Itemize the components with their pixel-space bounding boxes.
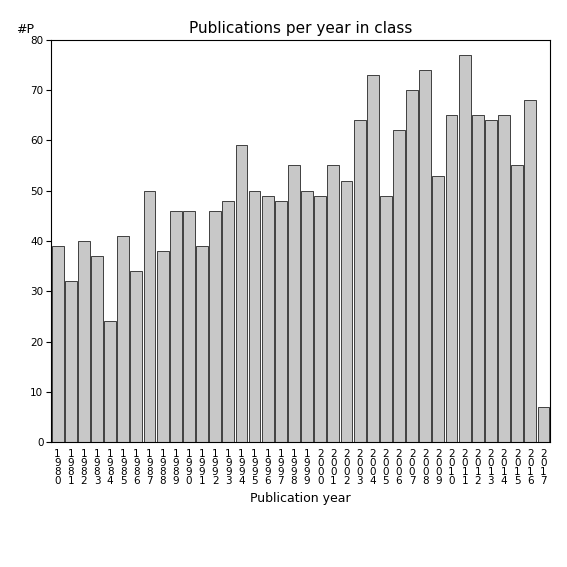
Bar bbox=[170, 211, 181, 442]
Bar bbox=[91, 256, 103, 442]
X-axis label: Publication year: Publication year bbox=[250, 492, 351, 505]
Bar bbox=[433, 176, 445, 442]
Bar bbox=[524, 100, 536, 442]
Title: Publications per year in class: Publications per year in class bbox=[189, 21, 412, 36]
Bar bbox=[52, 246, 64, 442]
Bar bbox=[262, 196, 274, 442]
Bar bbox=[538, 407, 549, 442]
Bar bbox=[156, 251, 168, 442]
Bar bbox=[472, 115, 484, 442]
Bar bbox=[367, 75, 379, 442]
Bar bbox=[380, 196, 392, 442]
Bar bbox=[288, 166, 300, 442]
Bar bbox=[314, 196, 326, 442]
Bar bbox=[249, 191, 260, 442]
Bar bbox=[301, 191, 313, 442]
Bar bbox=[275, 201, 287, 442]
Bar bbox=[341, 180, 352, 442]
Bar bbox=[130, 271, 142, 442]
Bar bbox=[354, 120, 366, 442]
Bar bbox=[65, 281, 77, 442]
Bar bbox=[235, 145, 247, 442]
Text: #P: #P bbox=[16, 23, 34, 36]
Bar bbox=[209, 211, 221, 442]
Bar bbox=[104, 321, 116, 442]
Bar bbox=[117, 236, 129, 442]
Bar bbox=[143, 191, 155, 442]
Bar bbox=[498, 115, 510, 442]
Bar bbox=[196, 246, 208, 442]
Bar bbox=[222, 201, 234, 442]
Bar bbox=[406, 90, 418, 442]
Bar bbox=[327, 166, 339, 442]
Bar bbox=[511, 166, 523, 442]
Bar bbox=[78, 241, 90, 442]
Bar bbox=[485, 120, 497, 442]
Bar bbox=[183, 211, 195, 442]
Bar bbox=[446, 115, 458, 442]
Bar bbox=[393, 130, 405, 442]
Bar bbox=[459, 55, 471, 442]
Bar bbox=[420, 70, 431, 442]
